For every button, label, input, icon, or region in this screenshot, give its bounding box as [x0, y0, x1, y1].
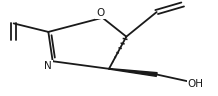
- Text: OH: OH: [188, 79, 204, 89]
- Text: N: N: [44, 61, 52, 71]
- Text: O: O: [96, 8, 104, 18]
- Polygon shape: [109, 69, 157, 76]
